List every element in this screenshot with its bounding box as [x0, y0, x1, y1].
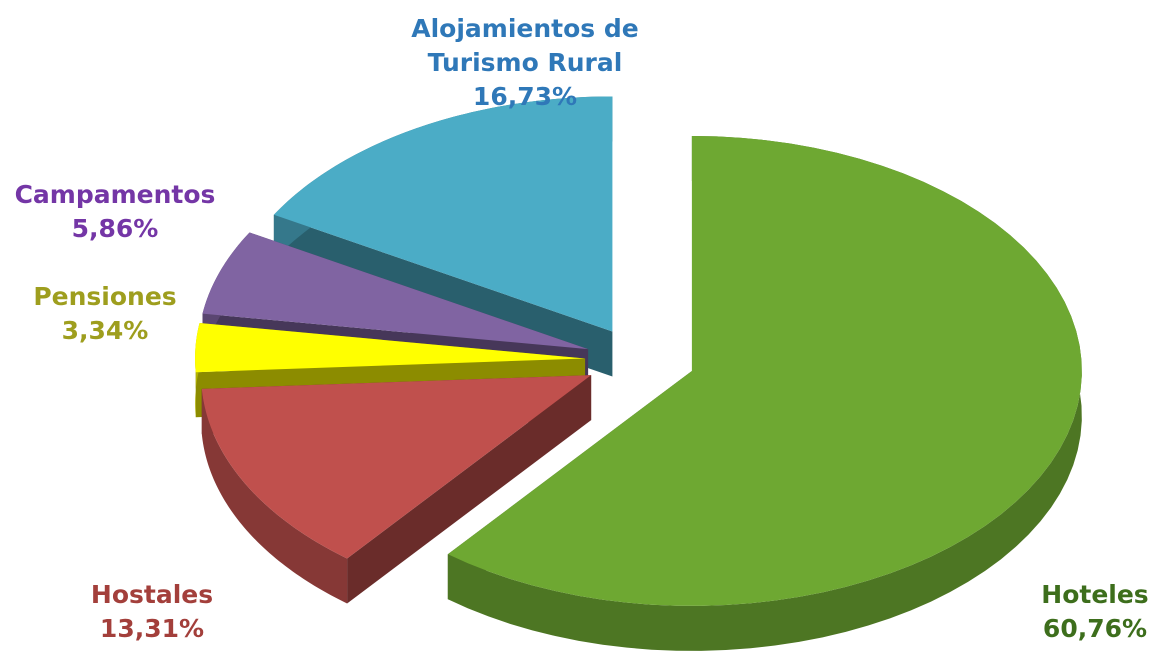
slice-category-label: Hostales — [90, 580, 214, 609]
slice-value-label: 3,34% — [61, 316, 149, 345]
slice-tops — [195, 96, 1082, 606]
slice-label: Alojamientos de Turismo Rural 16,73% — [385, 12, 665, 114]
slice-label: Hoteles 60,76% — [1015, 578, 1158, 646]
slice-label: Campamentos 5,86% — [0, 178, 235, 246]
pie-slice — [201, 375, 592, 559]
slice-category-label: Alojamientos de Turismo Rural — [411, 14, 639, 77]
slice-value-label: 16,73% — [472, 82, 578, 111]
slice-wall — [347, 375, 592, 604]
slice-category-label: Campamentos — [14, 180, 216, 209]
slice-side — [447, 135, 1082, 651]
slice-category-label: Pensiones — [33, 282, 177, 311]
pie-slice — [202, 232, 589, 350]
pie-slice — [447, 135, 1082, 606]
slice-value-label: 5,86% — [71, 214, 159, 243]
slice-label: Pensiones 3,34% — [5, 280, 205, 348]
slice-value-label: 60,76% — [1042, 614, 1148, 643]
pie-slice — [195, 323, 586, 373]
slice-category-label: Hoteles — [1041, 580, 1149, 609]
slice-label: Hostales 13,31% — [52, 578, 252, 646]
slice-side — [201, 388, 348, 604]
slice-value-label: 13,31% — [99, 614, 205, 643]
pie-slice — [273, 96, 613, 332]
